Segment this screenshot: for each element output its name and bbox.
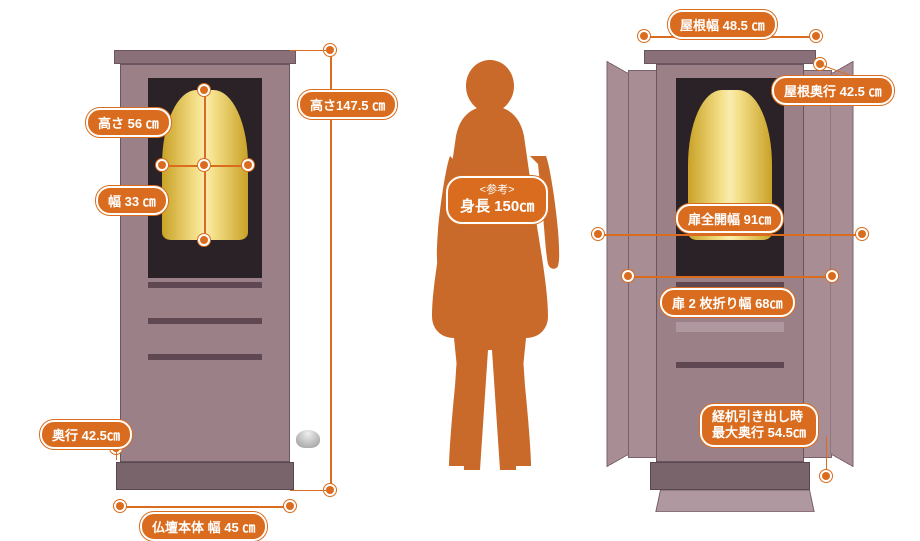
dim-dot [198, 234, 210, 246]
drawer-l1: 経机引き出し時 [712, 409, 803, 424]
left-roof [114, 50, 296, 64]
dim-dot [284, 500, 296, 512]
dim-dot [826, 270, 838, 282]
dim-dot [198, 84, 210, 96]
leader [290, 50, 330, 51]
dim-dot [114, 500, 126, 512]
label-drawer-depth: 経机引き出し時 最大奥行 54.5㎝ [700, 404, 818, 447]
label-door-fold: 扉 2 枚折り幅 68㎝ [660, 288, 795, 317]
label-roof-width: 屋根幅 48.5 ㎝ [668, 10, 777, 39]
shelf [676, 362, 784, 368]
dim-dot [638, 30, 650, 42]
dim-line [628, 276, 832, 278]
dim-dot [810, 30, 822, 42]
label-depth: 奥行 42.5㎝ [40, 420, 132, 449]
dim-line [598, 234, 862, 236]
dim-dot [242, 159, 254, 171]
shelf [676, 322, 784, 332]
label-total-height: 高さ147.5 ㎝ [298, 90, 397, 119]
dim-dot [156, 159, 168, 171]
reference-person [420, 60, 560, 480]
bowl-icon [296, 430, 320, 448]
ref-small: <参考> [460, 183, 534, 197]
dim-dot [198, 159, 210, 171]
right-base [650, 462, 810, 490]
dim-dot [820, 470, 832, 482]
left-base [116, 462, 294, 490]
leader [290, 490, 330, 491]
shelf [148, 354, 262, 360]
drawer-l2: 最大奥行 54.5㎝ [712, 425, 806, 440]
label-reference: <参考> 身長 150㎝ [446, 176, 548, 224]
door-right-inner [802, 70, 832, 458]
diagram-canvas: 高さ 56 ㎝ 幅 33 ㎝ 高さ147.5 ㎝ 奥行 42.5㎝ 仏壇本体 幅… [0, 0, 920, 540]
door-left-outer [607, 61, 630, 467]
dim-dot [592, 228, 604, 240]
dim-line [120, 506, 290, 508]
shelf [148, 282, 262, 288]
dim-dot [856, 228, 868, 240]
shelf [148, 318, 262, 324]
dim-dot [622, 270, 634, 282]
label-inner-height: 高さ 56 ㎝ [86, 108, 171, 137]
ref-height: 身長 150㎝ [460, 197, 534, 217]
door-left-inner [628, 70, 658, 458]
pullout-tray [655, 490, 814, 512]
label-roof-depth: 屋根奥行 42.5 ㎝ [772, 76, 894, 105]
right-roof [644, 50, 816, 64]
label-door-full: 扉全開幅 91㎝ [676, 204, 783, 233]
door-right-outer [830, 61, 853, 467]
label-inner-width: 幅 33 ㎝ [96, 186, 168, 215]
label-body-width: 仏壇本体 幅 45 ㎝ [140, 512, 267, 541]
leader [826, 436, 827, 470]
